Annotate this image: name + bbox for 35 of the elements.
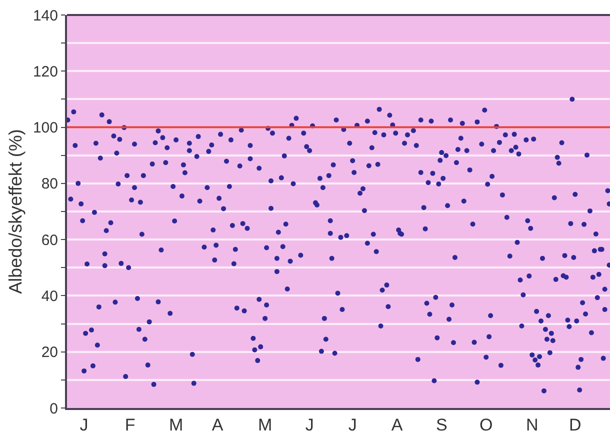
x-tick-label: J — [305, 415, 314, 433]
point — [102, 263, 108, 268]
y-tick-label: 20 — [41, 344, 58, 362]
point — [132, 185, 137, 190]
point — [248, 156, 253, 162]
y-tick-label: 40 — [41, 288, 58, 305]
x-tick-label: J — [348, 415, 357, 433]
point — [156, 128, 161, 134]
x-tick-label: O — [480, 415, 493, 433]
x-tick-label: M — [168, 415, 184, 433]
y-axis-title: Albedo/skyeffekt (%) — [6, 129, 26, 294]
point — [364, 240, 370, 246]
point — [602, 306, 608, 312]
y-tick-label: 100 — [32, 120, 58, 137]
point — [418, 170, 424, 175]
y-tick-label: 0 — [50, 400, 58, 418]
x-tick-label: F — [124, 415, 136, 433]
x-tick-label: J — [80, 415, 88, 433]
y-tick-label: 140 — [32, 7, 58, 24]
x-tick-label: S — [436, 415, 448, 433]
y-tick-label: 80 — [41, 176, 58, 193]
point — [268, 206, 274, 211]
y-tick-label: 60 — [41, 232, 58, 249]
x-tick-label: N — [526, 415, 538, 433]
point — [274, 269, 280, 274]
point — [256, 296, 262, 302]
x-tick-label: A — [391, 415, 404, 433]
point — [264, 245, 270, 250]
y-tick-label: 120 — [32, 63, 58, 80]
point — [474, 119, 480, 124]
x-tick-label: M — [258, 415, 272, 433]
point — [186, 148, 192, 154]
point — [328, 230, 333, 236]
x-tick-label: D — [569, 415, 582, 433]
x-tick-label: A — [212, 415, 224, 433]
